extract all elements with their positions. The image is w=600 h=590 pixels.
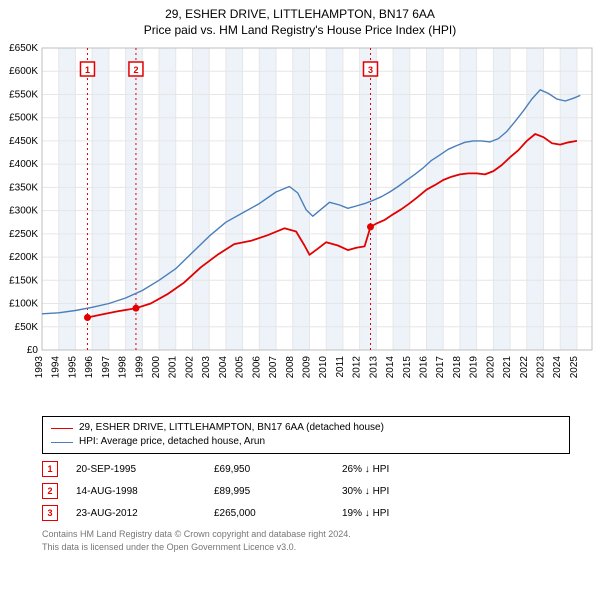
svg-text:2000: 2000 — [151, 356, 162, 379]
svg-text:£50K: £50K — [15, 322, 39, 333]
legend-box: 29, ESHER DRIVE, LITTLEHAMPTON, BN17 6AA… — [42, 416, 570, 454]
transaction-row: 1 20-SEP-1995 £69,950 26% ↓ HPI — [42, 458, 570, 480]
svg-text:£200K: £200K — [9, 252, 38, 263]
svg-text:2001: 2001 — [168, 356, 179, 379]
svg-text:2013: 2013 — [368, 356, 379, 379]
transactions-table: 1 20-SEP-1995 £69,950 26% ↓ HPI 2 14-AUG-1998… — [42, 458, 570, 524]
license-text: Contains HM Land Registry data © Crown c… — [42, 528, 570, 552]
svg-text:£250K: £250K — [9, 229, 38, 240]
svg-text:£150K: £150K — [9, 276, 38, 287]
svg-text:£650K: £650K — [9, 43, 38, 54]
svg-text:£100K: £100K — [9, 299, 38, 310]
svg-text:2021: 2021 — [502, 356, 513, 379]
svg-text:1995: 1995 — [67, 356, 78, 379]
svg-text:2016: 2016 — [418, 356, 429, 379]
svg-text:£0: £0 — [27, 345, 39, 356]
title-block: 29, ESHER DRIVE, LITTLEHAMPTON, BN17 6AA… — [0, 0, 600, 40]
transaction-price: £89,995 — [214, 486, 324, 497]
chart-area: £0 £50K £100K £150K £200K £250K £300K £350K £400… — [0, 40, 600, 410]
svg-text:1996: 1996 — [84, 356, 95, 379]
license-line1: Contains HM Land Registry data © Crown c… — [42, 528, 570, 540]
svg-text:2008: 2008 — [285, 356, 296, 379]
svg-text:2012: 2012 — [352, 356, 363, 379]
svg-text:£350K: £350K — [9, 183, 38, 194]
svg-text:2009: 2009 — [301, 356, 312, 379]
legend-row: HPI: Average price, detached house, Arun — [51, 435, 561, 449]
svg-text:£450K: £450K — [9, 136, 38, 147]
svg-text:£300K: £300K — [9, 206, 38, 217]
legend-swatch — [51, 442, 73, 443]
svg-text:2025: 2025 — [569, 356, 580, 379]
chart-document: 29, ESHER DRIVE, LITTLEHAMPTON, BN17 6AA… — [0, 0, 600, 590]
transaction-price: £265,000 — [214, 508, 324, 519]
svg-text:2024: 2024 — [552, 356, 563, 379]
transaction-delta: 19% ↓ HPI — [342, 508, 442, 519]
legend-label: HPI: Average price, detached house, Arun — [79, 435, 265, 449]
marker-number-box: 3 — [42, 505, 58, 521]
legend-label: 29, ESHER DRIVE, LITTLEHAMPTON, BN17 6AA… — [79, 421, 384, 435]
svg-text:1998: 1998 — [118, 356, 129, 379]
transaction-date: 23-AUG-2012 — [76, 508, 196, 519]
svg-text:2003: 2003 — [201, 356, 212, 379]
marker-number-box: 2 — [42, 483, 58, 499]
title-subtitle: Price paid vs. HM Land Registry's House … — [10, 22, 590, 38]
line-chart-svg: £0 £50K £100K £150K £200K £250K £300K £350K £400… — [0, 40, 600, 410]
svg-text:2002: 2002 — [184, 356, 195, 379]
svg-text:2011: 2011 — [335, 356, 346, 378]
svg-text:2007: 2007 — [268, 356, 279, 379]
svg-text:£500K: £500K — [9, 113, 38, 124]
svg-text:3: 3 — [368, 65, 373, 75]
svg-text:2005: 2005 — [235, 356, 246, 379]
transaction-delta: 26% ↓ HPI — [342, 464, 442, 475]
marker-number-box: 1 — [42, 461, 58, 477]
svg-text:2006: 2006 — [251, 356, 262, 379]
transaction-date: 14-AUG-1998 — [76, 486, 196, 497]
svg-text:1997: 1997 — [101, 356, 112, 379]
svg-text:1999: 1999 — [134, 356, 145, 379]
svg-text:2020: 2020 — [485, 356, 496, 379]
svg-text:£550K: £550K — [9, 90, 38, 101]
svg-text:1993: 1993 — [34, 356, 45, 379]
svg-text:2022: 2022 — [519, 356, 530, 379]
svg-text:2015: 2015 — [402, 356, 413, 379]
transaction-date: 20-SEP-1995 — [76, 464, 196, 475]
transaction-row: 2 14-AUG-1998 £89,995 30% ↓ HPI — [42, 480, 570, 502]
legend-row: 29, ESHER DRIVE, LITTLEHAMPTON, BN17 6AA… — [51, 421, 561, 435]
svg-text:2017: 2017 — [435, 356, 446, 379]
svg-text:2023: 2023 — [536, 356, 547, 379]
license-line2: This data is licensed under the Open Gov… — [42, 541, 570, 553]
transaction-price: £69,950 — [214, 464, 324, 475]
svg-text:1994: 1994 — [51, 356, 62, 379]
legend-swatch — [51, 428, 73, 429]
transaction-delta: 30% ↓ HPI — [342, 486, 442, 497]
svg-text:1: 1 — [85, 65, 90, 75]
svg-text:2018: 2018 — [452, 356, 463, 379]
transaction-row: 3 23-AUG-2012 £265,000 19% ↓ HPI — [42, 502, 570, 524]
svg-text:£600K: £600K — [9, 67, 38, 78]
svg-text:£400K: £400K — [9, 160, 38, 171]
svg-text:2019: 2019 — [469, 356, 480, 379]
title-address: 29, ESHER DRIVE, LITTLEHAMPTON, BN17 6AA — [10, 6, 590, 22]
svg-text:2014: 2014 — [385, 356, 396, 379]
svg-text:2: 2 — [133, 65, 138, 75]
svg-text:2004: 2004 — [218, 356, 229, 379]
svg-text:2010: 2010 — [318, 356, 329, 379]
